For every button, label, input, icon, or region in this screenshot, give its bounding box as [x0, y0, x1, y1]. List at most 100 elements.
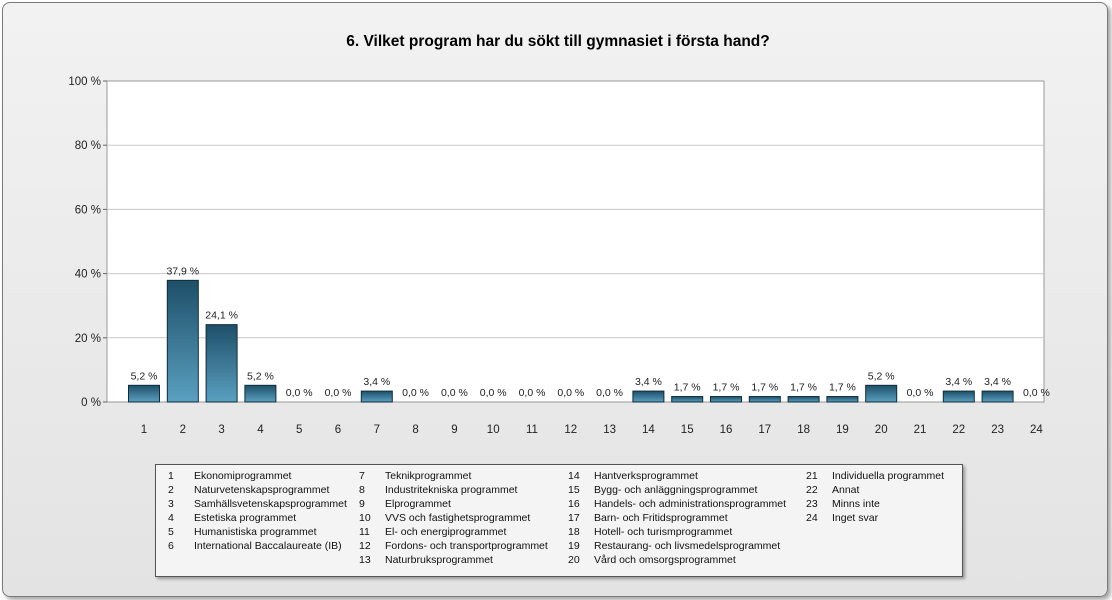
legend-item-label: Restaurang- och livsmedelsprogrammet — [594, 540, 781, 552]
legend-item-number: 2 — [168, 484, 174, 496]
bar-value-label: 0,0 % — [596, 387, 623, 399]
x-tick-label: 14 — [642, 424, 655, 436]
bar — [826, 396, 859, 403]
legend-item-label: Vård och omsorgsprogrammet — [594, 554, 736, 566]
bar — [632, 390, 665, 403]
bar-value-label: 5,2 % — [131, 370, 158, 382]
legend-item-label: Minns inte — [832, 498, 880, 510]
legend-item-number: 10 — [359, 512, 371, 524]
legend-item-label: Humanistiska programmet — [194, 526, 317, 538]
x-tick-label: 19 — [836, 424, 849, 436]
bar-value-label: 1,7 % — [713, 382, 740, 394]
legend-item-number: 1 — [168, 470, 174, 482]
bar-chart: 0 %20 %40 %60 %80 %100 % 5,2 %137,9 %224… — [68, 76, 1050, 436]
x-tick-label: 5 — [296, 424, 302, 436]
x-tick-label: 11 — [526, 424, 538, 436]
plot-area — [106, 80, 1045, 403]
bar — [166, 279, 199, 403]
bar-value-label: 24,1 % — [205, 310, 238, 322]
x-tick-label: 16 — [720, 424, 733, 436]
bar-value-label: 1,7 % — [674, 382, 701, 394]
bar — [865, 384, 898, 403]
legend-item-number: 12 — [359, 540, 371, 552]
bar-value-label: 0,0 % — [441, 387, 468, 399]
legend-item-label: Handels- och administrationsprogrammet — [594, 498, 786, 510]
legend-item-label: Teknikprogrammet — [385, 470, 472, 482]
x-tick-label: 20 — [875, 424, 888, 436]
legend-box: 1 Ekonomiprogrammet 2 Naturvetenskapsprogra… — [155, 464, 963, 577]
y-tick-label: 80 % — [75, 140, 101, 152]
legend-item-label: Bygg- och anläggningsprogrammet — [594, 484, 758, 496]
x-tick-label: 13 — [603, 424, 616, 436]
bar-value-label: 0,0 % — [519, 387, 546, 399]
x-tick-label: 12 — [564, 424, 577, 436]
legend-item-label: Samhällsvetenskapsprogrammet — [194, 498, 347, 510]
bar — [128, 384, 160, 403]
legend-item-label: VVS och fastighetsprogrammet — [385, 512, 531, 524]
bar — [671, 396, 704, 403]
legend-item-number: 9 — [359, 498, 365, 510]
bar-value-label: 3,4 % — [984, 376, 1011, 388]
y-tick-label: 0 % — [81, 397, 101, 409]
legend-item-label: Elprogrammet — [385, 498, 451, 510]
legend-item-label: El- och energiprogrammet — [385, 526, 507, 538]
y-tick-label: 60 % — [75, 204, 101, 216]
x-tick-label: 21 — [914, 424, 927, 436]
bar — [360, 390, 393, 403]
x-tick-label: 3 — [218, 424, 224, 436]
legend-item-number: 17 — [568, 512, 580, 524]
chart-title: 6. Vilket program har du sökt till gymna… — [346, 33, 770, 50]
legend-item-number: 16 — [568, 498, 580, 510]
x-tick-label: 4 — [257, 424, 264, 436]
bar-value-label: 1,7 % — [790, 382, 817, 394]
legend-item-number: 4 — [168, 512, 174, 524]
legend-item-label: Barn- och Fritidsprogrammet — [594, 512, 728, 524]
legend-item-label: Industritekniska programmet — [385, 484, 518, 496]
bar-value-label: 5,2 % — [247, 370, 274, 382]
legend-item-number: 13 — [359, 554, 371, 566]
legend-item-label: Ekonomiprogrammet — [194, 470, 292, 482]
bar — [205, 324, 238, 403]
legend-item-number: 18 — [568, 526, 580, 538]
legend-item-number: 24 — [806, 512, 818, 524]
legend-item-label: Inget svar — [832, 512, 879, 524]
bar-value-label: 1,7 % — [829, 382, 856, 394]
bar-value-label: 1,7 % — [751, 382, 778, 394]
x-tick-label: 8 — [412, 424, 418, 436]
x-tick-label: 17 — [758, 424, 771, 436]
bar-value-label: 0,0 % — [286, 387, 313, 399]
legend-item-number: 7 — [359, 470, 365, 482]
bar-value-label: 3,4 % — [635, 376, 662, 388]
legend-item-number: 21 — [806, 470, 818, 482]
x-tick-label: 24 — [1030, 424, 1043, 436]
legend-item-number: 5 — [168, 526, 174, 538]
legend-item-number: 23 — [806, 498, 818, 510]
x-tick-label: 1 — [141, 424, 147, 436]
bar-value-label: 3,4 % — [945, 376, 972, 388]
y-tick-label: 100 % — [68, 76, 101, 88]
bar-value-label: 5,2 % — [868, 370, 895, 382]
bar — [748, 396, 781, 403]
x-tick-label: 2 — [180, 424, 186, 436]
bar — [787, 396, 820, 403]
x-tick-label: 23 — [991, 424, 1004, 436]
legend-item-number: 22 — [806, 484, 818, 496]
bar-value-label: 0,0 % — [402, 387, 429, 399]
legend-item-number: 20 — [568, 554, 580, 566]
x-tick-label: 18 — [797, 424, 810, 436]
bar-value-label: 3,4 % — [363, 376, 390, 388]
bar-value-label: 0,0 % — [557, 387, 584, 399]
bar-value-label: 0,0 % — [480, 387, 507, 399]
legend-item-label: International Baccalaureate (IB) — [194, 540, 342, 552]
bar — [981, 390, 1014, 403]
bar-value-label: 0,0 % — [907, 387, 934, 399]
x-tick-label: 9 — [451, 424, 457, 436]
x-tick-label: 22 — [952, 424, 965, 436]
legend-item-label: Naturbruksprogrammet — [385, 554, 493, 566]
bar — [244, 384, 277, 403]
legend-item-number: 11 — [359, 526, 370, 538]
bar-value-label: 0,0 % — [1023, 387, 1050, 399]
x-tick-label: 7 — [374, 424, 380, 436]
legend-item-label: Fordons- och transportprogrammet — [385, 540, 548, 552]
